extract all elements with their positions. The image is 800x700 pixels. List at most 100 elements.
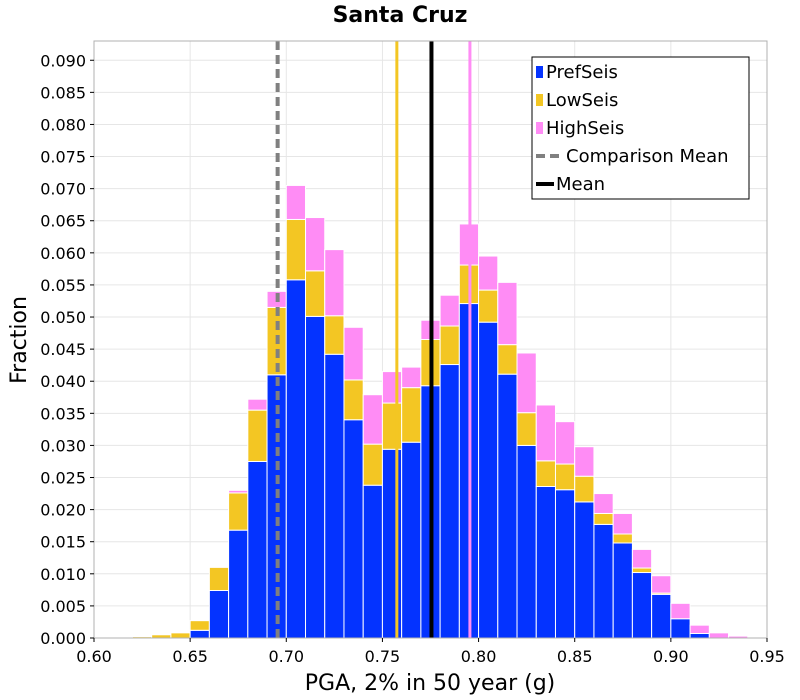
- bar-prefseis: [593, 523, 614, 639]
- bar-highseis: [478, 255, 499, 291]
- bar-highseis: [439, 294, 460, 327]
- bar-prefseis: [612, 542, 633, 639]
- bar-highseis: [670, 602, 691, 620]
- bar-highseis: [535, 404, 556, 462]
- bar-highseis: [305, 217, 326, 272]
- reference-lines: [275, 41, 472, 638]
- y-tick-label: 0.080: [40, 115, 86, 134]
- bar-highseis: [516, 352, 537, 414]
- plot-frame: [93, 40, 768, 639]
- bar-highseis: [228, 489, 249, 494]
- y-tick-label: 0.005: [40, 597, 86, 616]
- bar-highseis: [689, 624, 710, 635]
- y-tick-label: 0.060: [40, 244, 86, 263]
- bar-prefseis: [324, 353, 345, 639]
- y-tick-label: 0.050: [40, 308, 86, 327]
- chart-title: Santa Cruz: [333, 3, 468, 28]
- bar-lowseis: [516, 412, 537, 446]
- bar-prefseis: [535, 486, 556, 639]
- y-tick-label: 0.015: [40, 533, 86, 552]
- y-tick-label: 0.040: [40, 372, 86, 391]
- bar-prefseis: [497, 373, 518, 639]
- bar-lowseis: [574, 475, 595, 503]
- bar-highseis: [285, 184, 307, 220]
- x-axis-label: PGA, 2% in 50 year (g): [305, 671, 556, 696]
- bar-highseis: [593, 493, 614, 514]
- y-tick-label: 0.030: [40, 436, 86, 455]
- legend-swatch-highseis: [536, 122, 543, 134]
- y-tick-label: 0.035: [40, 404, 86, 423]
- y-tick-label: 0.090: [40, 51, 86, 70]
- bar-prefseis: [478, 321, 499, 639]
- legend-swatch-lowseis: [536, 94, 543, 106]
- x-axis-ticks: 0.60 0.65 0.70 0.75 0.80 0.85 0.90 0.95: [76, 638, 785, 666]
- bar-lowseis: [612, 533, 633, 544]
- legend-box: [531, 56, 750, 200]
- bar-lowseis: [593, 512, 614, 525]
- bar-highseis: [497, 281, 518, 346]
- y-tick-label: 0.070: [40, 180, 86, 199]
- x-tick-label: 0.85: [557, 647, 593, 666]
- y-tick-label: 0.055: [40, 276, 86, 295]
- bar-prefseis: [516, 444, 537, 639]
- x-tick-label: 0.90: [653, 647, 689, 666]
- bar-prefseis: [554, 489, 576, 639]
- bar-prefseis: [305, 315, 326, 639]
- legend-label-prefseis: PrefSeis: [546, 62, 618, 83]
- bar-prefseis: [208, 589, 230, 639]
- y-axis-label: Fraction: [7, 296, 32, 384]
- legend-swatch-prefseis: [536, 66, 543, 78]
- bar-highseis: [708, 632, 730, 639]
- bar-prefseis: [670, 618, 691, 639]
- y-tick-label: 0.085: [40, 83, 86, 102]
- legend: PrefSeis LowSeis HighSeis Comparison Mean Me…: [531, 56, 750, 200]
- bar-highseis: [574, 446, 595, 477]
- bar-lowseis: [535, 460, 556, 488]
- bar-prefseis: [401, 441, 422, 639]
- bar-lowseis: [170, 632, 191, 639]
- x-tick-label: 0.95: [749, 647, 785, 666]
- bar-lowseis: [208, 566, 230, 591]
- bar-prefseis: [439, 364, 460, 639]
- bar-prefseis: [689, 633, 710, 639]
- bar-lowseis: [401, 387, 422, 443]
- bar-lowseis: [189, 620, 210, 631]
- bar-lowseis: [285, 218, 307, 281]
- bar-prefseis: [189, 629, 210, 639]
- bar-prefseis: [574, 501, 595, 639]
- legend-label-highseis: HighSeis: [546, 118, 624, 139]
- bar-lowseis: [497, 344, 518, 375]
- bar-highseis: [651, 575, 672, 594]
- bar-highseis: [401, 366, 422, 389]
- x-tick-label: 0.70: [268, 647, 304, 666]
- bar-highseis: [554, 421, 576, 465]
- bar-lowseis: [631, 567, 653, 574]
- bar-lowseis: [247, 409, 268, 462]
- bar-lowseis: [324, 315, 345, 355]
- bar-prefseis: [228, 529, 249, 639]
- bar-highseis: [247, 398, 268, 411]
- bar-lowseis: [439, 325, 460, 366]
- x-tick-label: 0.60: [76, 647, 112, 666]
- bar-prefseis: [631, 572, 653, 639]
- bar-highseis: [343, 326, 364, 381]
- bar-lowseis: [228, 492, 249, 531]
- x-tick-label: 0.65: [172, 647, 208, 666]
- x-tick-label: 0.75: [365, 647, 401, 666]
- bar-lowseis: [381, 402, 403, 450]
- legend-label-lowseis: LowSeis: [546, 90, 618, 111]
- y-tick-label: 0.045: [40, 340, 86, 359]
- bar-highseis: [631, 548, 653, 569]
- bar-prefseis: [247, 460, 268, 639]
- bar-lowseis: [554, 463, 576, 491]
- bar-highseis: [612, 512, 633, 535]
- y-tick-label: 0.025: [40, 469, 86, 488]
- legend-label-comparison-mean: Comparison Mean: [566, 146, 729, 167]
- bar-prefseis: [343, 419, 364, 639]
- bar-prefseis: [285, 279, 307, 639]
- bar-highseis: [324, 249, 345, 317]
- bar-lowseis: [343, 379, 364, 421]
- y-tick-label: 0.020: [40, 501, 86, 520]
- bar-prefseis: [362, 484, 383, 639]
